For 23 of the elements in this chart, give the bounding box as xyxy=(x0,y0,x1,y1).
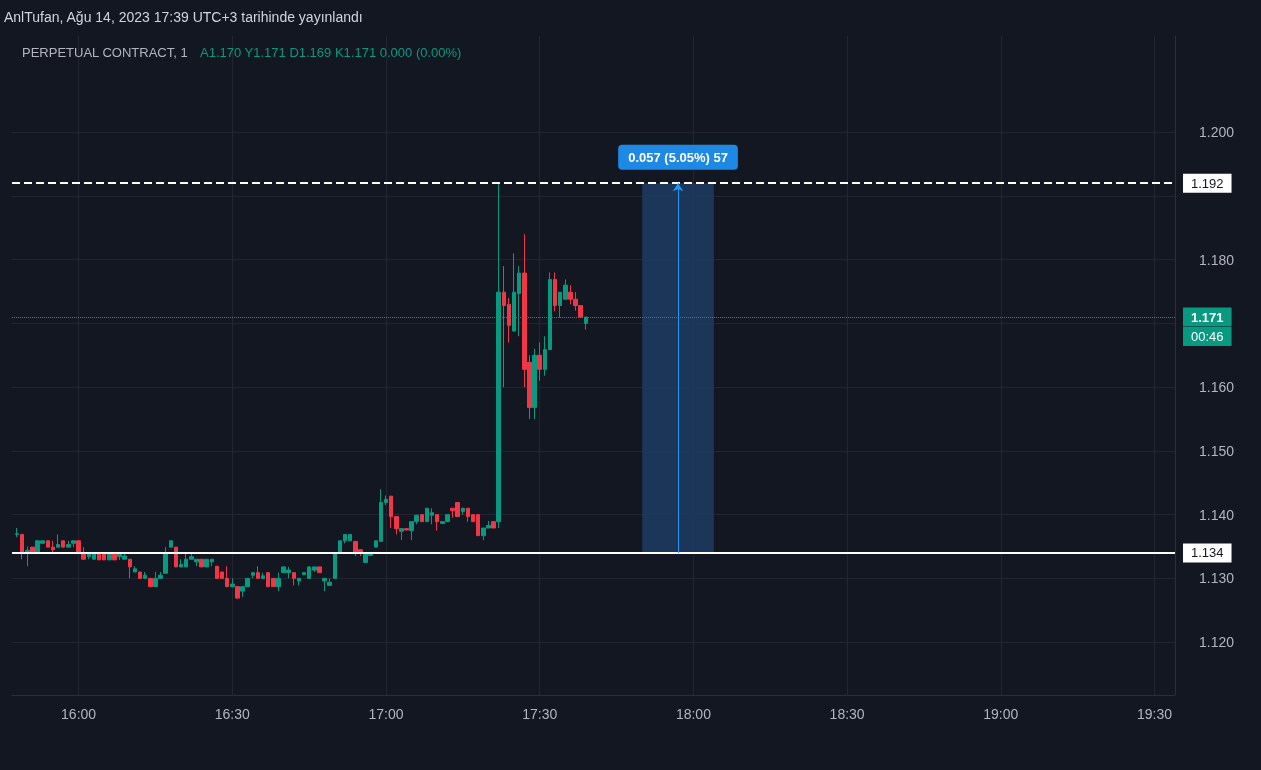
x-tick-label: 19:00 xyxy=(983,706,1019,722)
x-tick-label: 19:30 xyxy=(1136,706,1173,722)
x-tick-label: 17:00 xyxy=(368,706,404,722)
x-tick-label: 18:00 xyxy=(675,706,712,722)
x-tick-label: 17:30 xyxy=(522,706,558,722)
ref-line-label: 1.192 xyxy=(1191,175,1224,191)
y-tick-label: 1.150 xyxy=(1199,442,1235,459)
y-tick-label: 1.140 xyxy=(1199,506,1235,523)
text: PERPETUAL CONTRACT, 1 xyxy=(22,45,188,60)
text: 00:46 xyxy=(1191,329,1224,345)
y-tick-label: 1.180 xyxy=(1199,251,1235,268)
y-tick-label: 1.160 xyxy=(1199,379,1235,396)
chart-title: AnlTufan, Ağu 14, 2023 17:39 UTC+3 tarihinde yayınlandı xyxy=(4,9,363,25)
x-tick-label: 18:30 xyxy=(829,706,865,722)
x-tick-label: 16:30 xyxy=(214,706,251,722)
y-tick-label: 1.130 xyxy=(1199,570,1235,587)
x-tick-label: 16:00 xyxy=(61,706,97,722)
y-tick-label: 1.120 xyxy=(1199,634,1235,651)
annotation: A1.170 Y1.171 D1.169 K1.171 0.000 (0.00%) xyxy=(200,45,462,60)
y-tick-label: 1.200 xyxy=(1199,124,1235,141)
ref-line-label: 1.171 xyxy=(1191,309,1224,325)
annotation: 0.057 (5.05%) 57 xyxy=(628,149,728,165)
ref-line-label: 1.134 xyxy=(1191,545,1224,561)
